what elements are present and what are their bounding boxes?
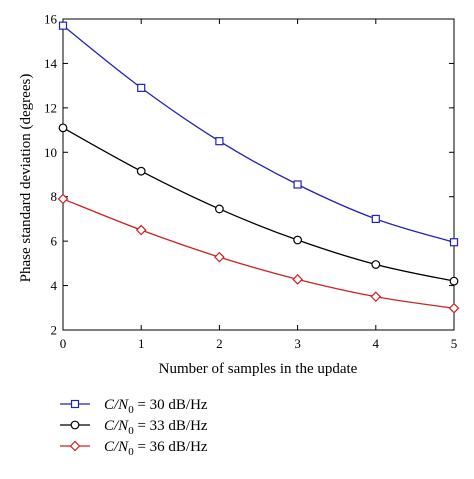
- data-point-diamond: [57, 193, 69, 205]
- y-tick-label: 8: [51, 189, 58, 204]
- legend-label: C/N0 = 33 dB/Hz: [104, 418, 208, 437]
- x-tick-label: 2: [216, 336, 223, 351]
- data-point-square: [293, 180, 302, 189]
- legend-marker-circle: [70, 420, 80, 430]
- plot-frame-group: [62, 18, 455, 331]
- legend-marker-square: [70, 399, 80, 409]
- legend-label-value: = 33 dB/Hz: [134, 418, 208, 434]
- data-point-square: [137, 83, 146, 92]
- y-tick-label: 14: [44, 56, 58, 71]
- data-point-diamond: [135, 224, 147, 236]
- x-tick-label: 1: [138, 336, 145, 351]
- legend-label-variable: C/N: [104, 439, 129, 455]
- legend-entry-1: C/N0 = 30 dB/Hz: [60, 397, 208, 416]
- legend-label-variable: C/N: [104, 397, 129, 413]
- x-tick-label: 5: [451, 336, 458, 351]
- series-line: [62, 127, 455, 282]
- data-point-diamond: [370, 291, 382, 303]
- legend-label-subscript: 0: [128, 404, 134, 416]
- series-2: [58, 123, 459, 286]
- x-tick-label: 3: [294, 336, 301, 351]
- data-point-circle: [449, 276, 459, 286]
- x-axis-label: Number of samples in the update: [159, 361, 358, 377]
- legend: C/N0 = 30 dB/HzC/N0 = 33 dB/HzC/N0 = 36 …: [60, 397, 208, 458]
- y-tick-label: 12: [44, 100, 57, 115]
- y-tick-label: 10: [44, 145, 57, 160]
- y-tick-label: 4: [51, 278, 58, 293]
- axis-text-group: Number of samples in the update Phase st…: [18, 12, 457, 378]
- data-point-diamond: [448, 302, 460, 314]
- data-point-diamond: [214, 251, 225, 263]
- legend-label-value: = 36 dB/Hz: [134, 439, 208, 455]
- y-tick-label: 6: [51, 234, 58, 249]
- legend-label-subscript: 0: [128, 425, 134, 437]
- series-3: [57, 193, 460, 314]
- legend-label: C/N0 = 36 dB/Hz: [104, 439, 208, 458]
- data-point-circle: [214, 204, 224, 214]
- series-1: [58, 21, 459, 247]
- x-tick-label: 4: [373, 336, 380, 351]
- legend-label-value: = 30 dB/Hz: [134, 397, 208, 413]
- y-axis-label: Phase standard deviation (degrees): [18, 74, 34, 283]
- data-point-circle: [293, 235, 303, 245]
- data-point-square: [371, 214, 380, 224]
- series-group: [57, 21, 460, 314]
- data-point-circle: [58, 123, 68, 133]
- data-point-square: [215, 137, 224, 146]
- series-line: [62, 25, 455, 243]
- legend-entry-3: C/N0 = 36 dB/Hz: [60, 439, 208, 458]
- data-point-circle: [136, 166, 146, 176]
- series-line: [62, 198, 455, 309]
- y-tick-label: 16: [44, 12, 58, 27]
- x-tick-label: 0: [60, 336, 67, 351]
- data-point-circle: [371, 260, 381, 269]
- legend-label: C/N0 = 30 dB/Hz: [104, 397, 208, 416]
- legend-entry-2: C/N0 = 33 dB/Hz: [60, 418, 208, 437]
- data-point-square: [449, 238, 459, 247]
- plot-frame: [62, 18, 455, 331]
- data-point-square: [58, 21, 68, 30]
- legend-label-subscript: 0: [128, 446, 134, 458]
- y-tick-label: 2: [51, 323, 58, 338]
- legend-marker-diamond: [69, 440, 81, 452]
- data-point-diamond: [292, 274, 303, 285]
- legend-label-variable: C/N: [104, 418, 129, 434]
